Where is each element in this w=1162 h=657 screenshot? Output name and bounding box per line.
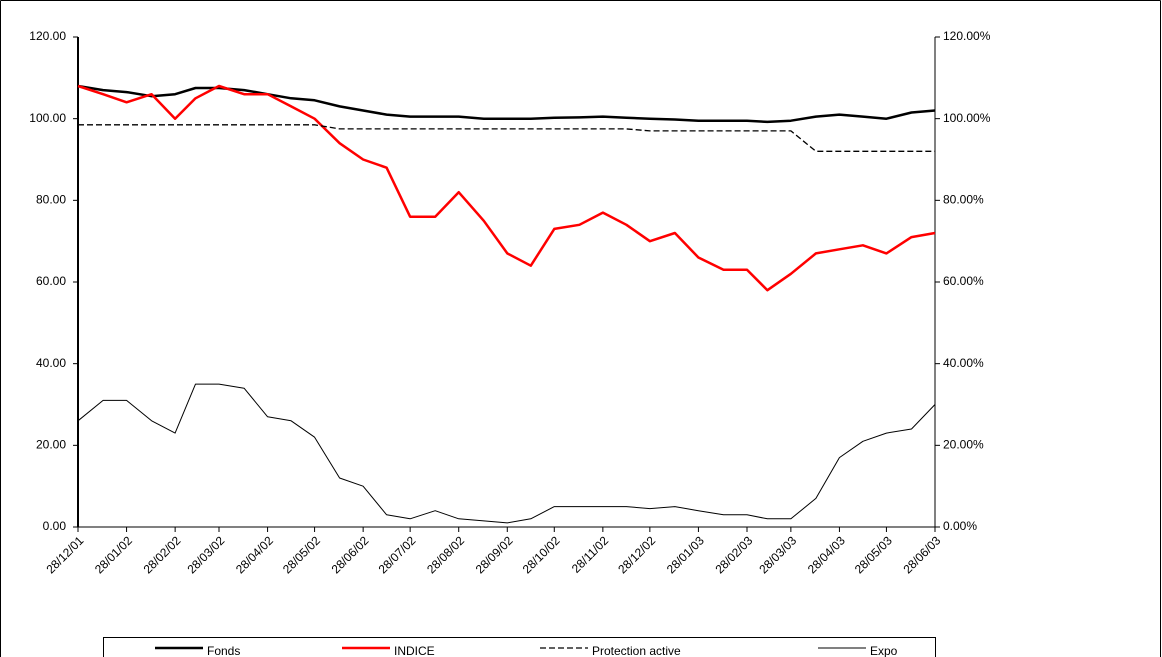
- x-tick-label: 28/04/03: [805, 533, 848, 576]
- y-tick-label: 20.00: [36, 438, 66, 452]
- series-line: [77, 84, 936, 292]
- legend-label: Protection active: [592, 644, 681, 657]
- y-tick-label: 80.00: [36, 193, 66, 207]
- y-tick-label: 40.00: [36, 356, 66, 370]
- x-tick-label: 28/05/02: [280, 533, 323, 576]
- y2-tick-label: 60.00%: [943, 274, 984, 288]
- x-tick-label: 28/05/03: [852, 533, 895, 576]
- y-tick-label: 60.00: [36, 274, 66, 288]
- x-tick-label: 28/03/02: [184, 533, 227, 576]
- series-line: [77, 84, 936, 124]
- legend-box: [103, 637, 936, 657]
- y2-tick-label: 100.00%: [943, 111, 991, 125]
- series-line: [78, 124, 935, 152]
- y2-tick-label: 80.00%: [943, 193, 984, 207]
- x-tick-label: 28/02/03: [712, 533, 755, 576]
- y2-tick-label: 120.00%: [943, 29, 991, 43]
- x-tick-label: 28/03/03: [756, 533, 799, 576]
- legend-label: Fonds: [207, 644, 240, 657]
- x-tick-label: 28/06/03: [900, 533, 943, 576]
- x-tick-label: 28/01/02: [92, 533, 135, 576]
- x-tick-label: 28/09/02: [473, 533, 516, 576]
- x-tick-label: 28/10/02: [520, 533, 563, 576]
- y-tick-label: 0.00: [43, 519, 67, 533]
- legend-label: Expo: [870, 644, 898, 657]
- x-tick-label: 28/12/02: [615, 533, 658, 576]
- x-tick-label: 28/12/01: [43, 533, 86, 576]
- y-tick-label: 100.00: [29, 111, 66, 125]
- x-tick-label: 28/04/02: [233, 533, 276, 576]
- x-tick-label: 28/06/02: [329, 533, 372, 576]
- x-tick-label: 28/07/02: [376, 533, 419, 576]
- legend-label: INDICE: [394, 644, 435, 657]
- y2-tick-label: 0.00%: [943, 519, 977, 533]
- series-line: [77, 383, 936, 524]
- y2-tick-label: 40.00%: [943, 356, 984, 370]
- x-tick-label: 28/01/03: [664, 533, 707, 576]
- x-tick-label: 28/02/02: [141, 533, 184, 576]
- x-tick-label: 28/11/02: [569, 533, 612, 576]
- x-tick-label: 28/08/02: [424, 533, 467, 576]
- y2-tick-label: 20.00%: [943, 438, 984, 452]
- y-tick-label: 120.00: [29, 29, 66, 43]
